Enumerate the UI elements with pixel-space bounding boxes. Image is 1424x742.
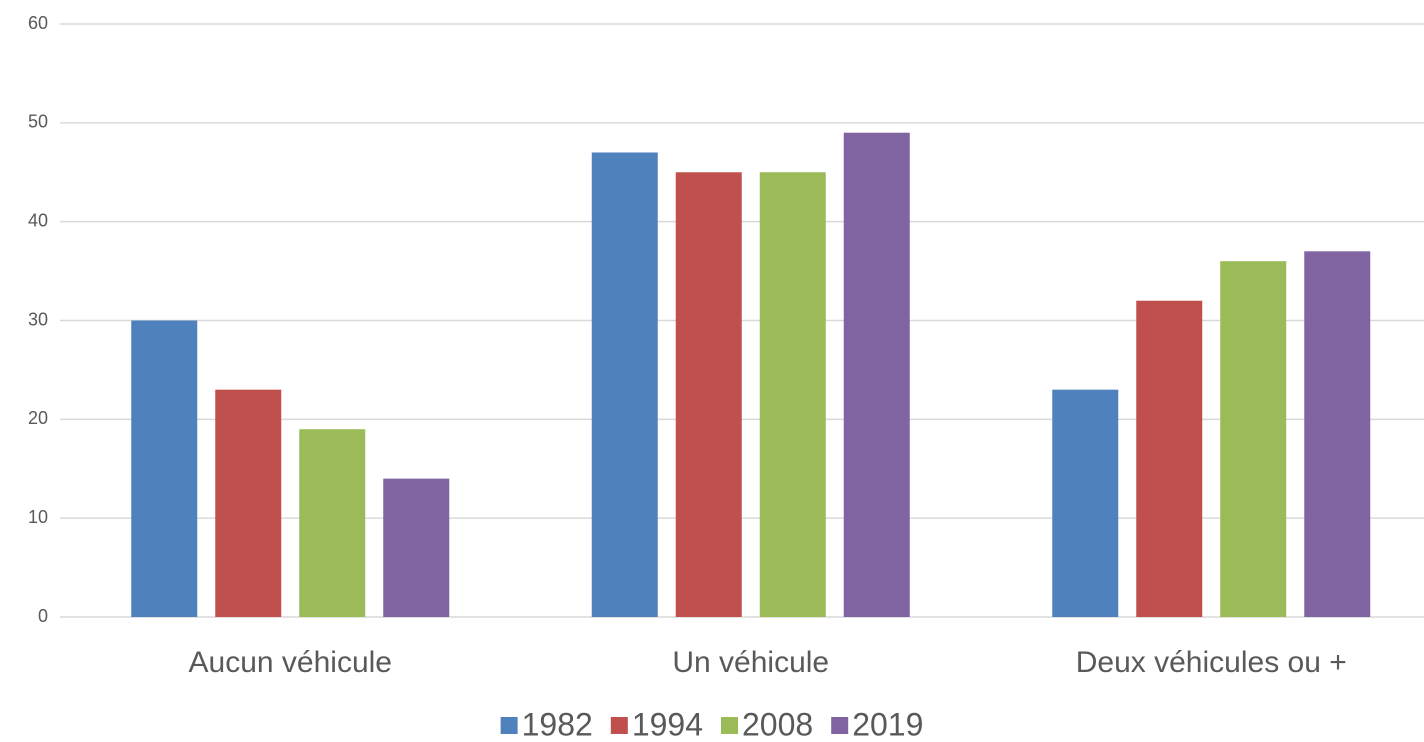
bar	[131, 320, 198, 617]
legend-label: 1994	[632, 706, 703, 742]
y-tick-label: 10	[28, 507, 48, 527]
x-tick-label: Un véhicule	[672, 646, 829, 679]
x-tick-label: Aucun véhicule	[189, 646, 392, 679]
bar	[759, 172, 826, 617]
y-tick-label: 20	[28, 408, 48, 428]
y-tick-label: 30	[28, 309, 48, 329]
y-tick-label: 0	[38, 606, 48, 626]
bar	[1304, 251, 1371, 618]
bar	[1136, 300, 1203, 617]
bar	[1052, 389, 1119, 617]
bar	[1220, 261, 1287, 617]
legend-label: 2019	[852, 706, 923, 742]
bar	[383, 478, 450, 617]
legend-swatch	[500, 717, 518, 734]
legend-swatch	[610, 717, 628, 734]
x-tick-label: Deux véhicules ou +	[1076, 646, 1347, 679]
legend-swatch	[831, 717, 849, 734]
legend-label: 2008	[742, 706, 813, 742]
legend-label: 1982	[522, 706, 593, 742]
y-tick-label: 40	[28, 210, 48, 230]
bar	[591, 152, 658, 617]
bar	[215, 389, 282, 617]
y-tick-label: 50	[28, 112, 48, 132]
bar	[675, 172, 742, 617]
legend-swatch	[721, 717, 738, 734]
bar	[299, 429, 366, 617]
bar	[843, 132, 910, 617]
y-tick-label: 60	[28, 13, 48, 33]
